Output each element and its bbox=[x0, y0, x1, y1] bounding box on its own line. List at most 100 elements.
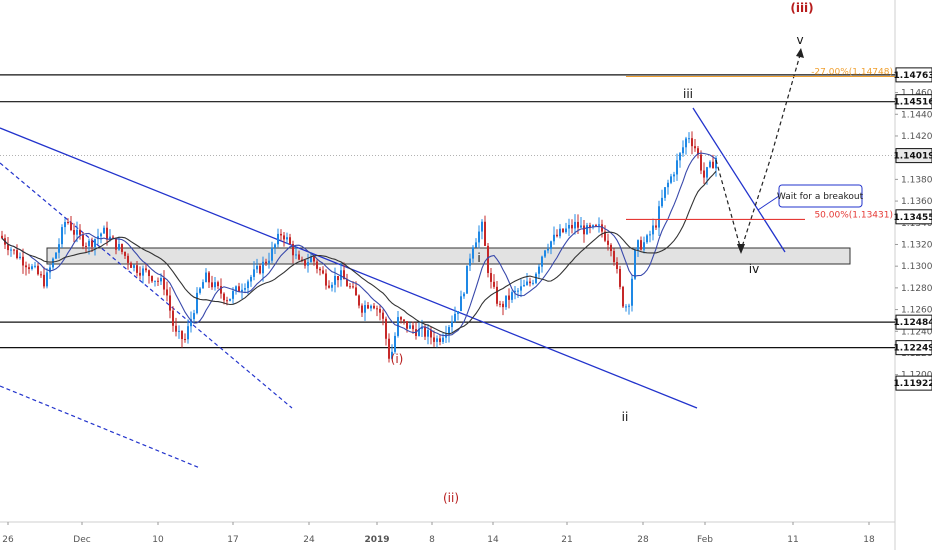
candle-body bbox=[478, 231, 480, 243]
candle-body bbox=[472, 247, 474, 259]
candle-body bbox=[196, 292, 198, 314]
callout-pointer bbox=[757, 195, 780, 211]
candle-body bbox=[70, 222, 72, 231]
fibonacci-levels: -27.00%(1.14748) 50.00%(1.13431) bbox=[626, 68, 895, 220]
candle-body bbox=[661, 197, 663, 207]
candle-body bbox=[448, 327, 450, 335]
price-level-lines bbox=[0, 74, 895, 349]
candle-body bbox=[49, 267, 51, 273]
candle-body bbox=[292, 244, 294, 256]
candle-body bbox=[148, 270, 150, 277]
x-tick-label: 18 bbox=[863, 535, 875, 545]
price-tag-label: 1.12484 bbox=[894, 318, 932, 328]
price-tag bbox=[895, 94, 932, 110]
candle-body bbox=[436, 338, 438, 342]
candle-body bbox=[607, 240, 609, 245]
wave-label: v bbox=[796, 33, 803, 47]
candle-body bbox=[259, 265, 261, 274]
candle-body bbox=[109, 236, 111, 240]
candle-body bbox=[637, 240, 639, 250]
candle-body bbox=[160, 277, 162, 282]
candle-body bbox=[31, 266, 33, 270]
candle-body bbox=[493, 281, 495, 287]
price-tag-label: 1.12249 bbox=[894, 344, 932, 354]
candle-body bbox=[382, 312, 384, 319]
candle-body bbox=[64, 222, 66, 228]
candle-body bbox=[679, 153, 681, 161]
resistance-zone-box bbox=[46, 247, 851, 265]
candle-body bbox=[7, 244, 9, 251]
candle-body bbox=[175, 325, 177, 332]
candle-body bbox=[130, 262, 132, 268]
candle-body bbox=[619, 268, 621, 287]
candle-body bbox=[412, 325, 414, 330]
candle-body bbox=[184, 339, 186, 341]
candle-body bbox=[115, 237, 117, 250]
candle-body bbox=[364, 305, 366, 313]
candle-body bbox=[190, 319, 192, 327]
candlesticks bbox=[1, 131, 717, 363]
fast-moving-average bbox=[1, 152, 717, 337]
x-tick-label: Dec bbox=[73, 535, 90, 545]
candle-body bbox=[466, 265, 468, 294]
candle-body bbox=[205, 272, 207, 283]
candle-body bbox=[556, 234, 558, 237]
candle-body bbox=[469, 258, 471, 266]
candle-body bbox=[646, 235, 648, 243]
candle-body bbox=[100, 233, 102, 237]
candle-body bbox=[313, 256, 315, 262]
candle-body bbox=[178, 330, 180, 332]
moving-averages bbox=[1, 152, 717, 337]
candle-body bbox=[310, 256, 312, 263]
candle-body bbox=[136, 265, 138, 273]
candle-body bbox=[517, 290, 519, 292]
candle-body bbox=[703, 170, 705, 178]
price-tag-label: 1.13455 bbox=[894, 213, 932, 223]
candle-body bbox=[235, 286, 237, 292]
candle-body bbox=[601, 224, 603, 232]
candle-body bbox=[121, 243, 123, 252]
projection-arrow-up bbox=[796, 48, 804, 58]
x-tick-label: 14 bbox=[487, 535, 499, 545]
candle-body bbox=[685, 138, 687, 148]
candle-body bbox=[424, 326, 426, 337]
candle-body bbox=[361, 305, 363, 313]
candle-body bbox=[208, 272, 210, 283]
candle-body bbox=[643, 242, 645, 250]
candle-body bbox=[664, 187, 666, 198]
price-tag bbox=[895, 340, 932, 356]
candle-body bbox=[211, 282, 213, 288]
candle-body bbox=[523, 284, 525, 287]
candle-body bbox=[631, 278, 633, 306]
y-tick-label: 1.1280 bbox=[901, 284, 932, 294]
candle-body bbox=[181, 330, 183, 340]
candle-body bbox=[475, 242, 477, 248]
candle-body bbox=[544, 250, 546, 257]
candle-body bbox=[589, 225, 591, 228]
candle-body bbox=[52, 258, 54, 268]
candle-body bbox=[247, 281, 249, 289]
candle-body bbox=[439, 338, 441, 342]
candle-body bbox=[295, 254, 297, 256]
projection-arrow-down bbox=[737, 244, 745, 254]
candle-body bbox=[634, 249, 636, 279]
candle-body bbox=[553, 234, 555, 242]
x-tick-label: 11 bbox=[787, 535, 798, 545]
candle-body bbox=[697, 148, 699, 155]
candle-body bbox=[397, 317, 399, 336]
candle-body bbox=[649, 234, 651, 236]
wave-label: iii bbox=[683, 87, 693, 101]
candle-body bbox=[652, 225, 654, 235]
candle-body bbox=[103, 227, 105, 234]
candle-body bbox=[403, 319, 405, 322]
candle-body bbox=[568, 224, 570, 229]
price-tag bbox=[895, 314, 932, 330]
candle-body bbox=[418, 328, 420, 336]
candle-body bbox=[577, 221, 579, 228]
candle-body bbox=[454, 313, 456, 322]
candle-body bbox=[85, 245, 87, 247]
candle-body bbox=[655, 225, 657, 228]
candle-body bbox=[535, 273, 537, 283]
breakout-callout: Wait for a breakout bbox=[757, 184, 864, 211]
